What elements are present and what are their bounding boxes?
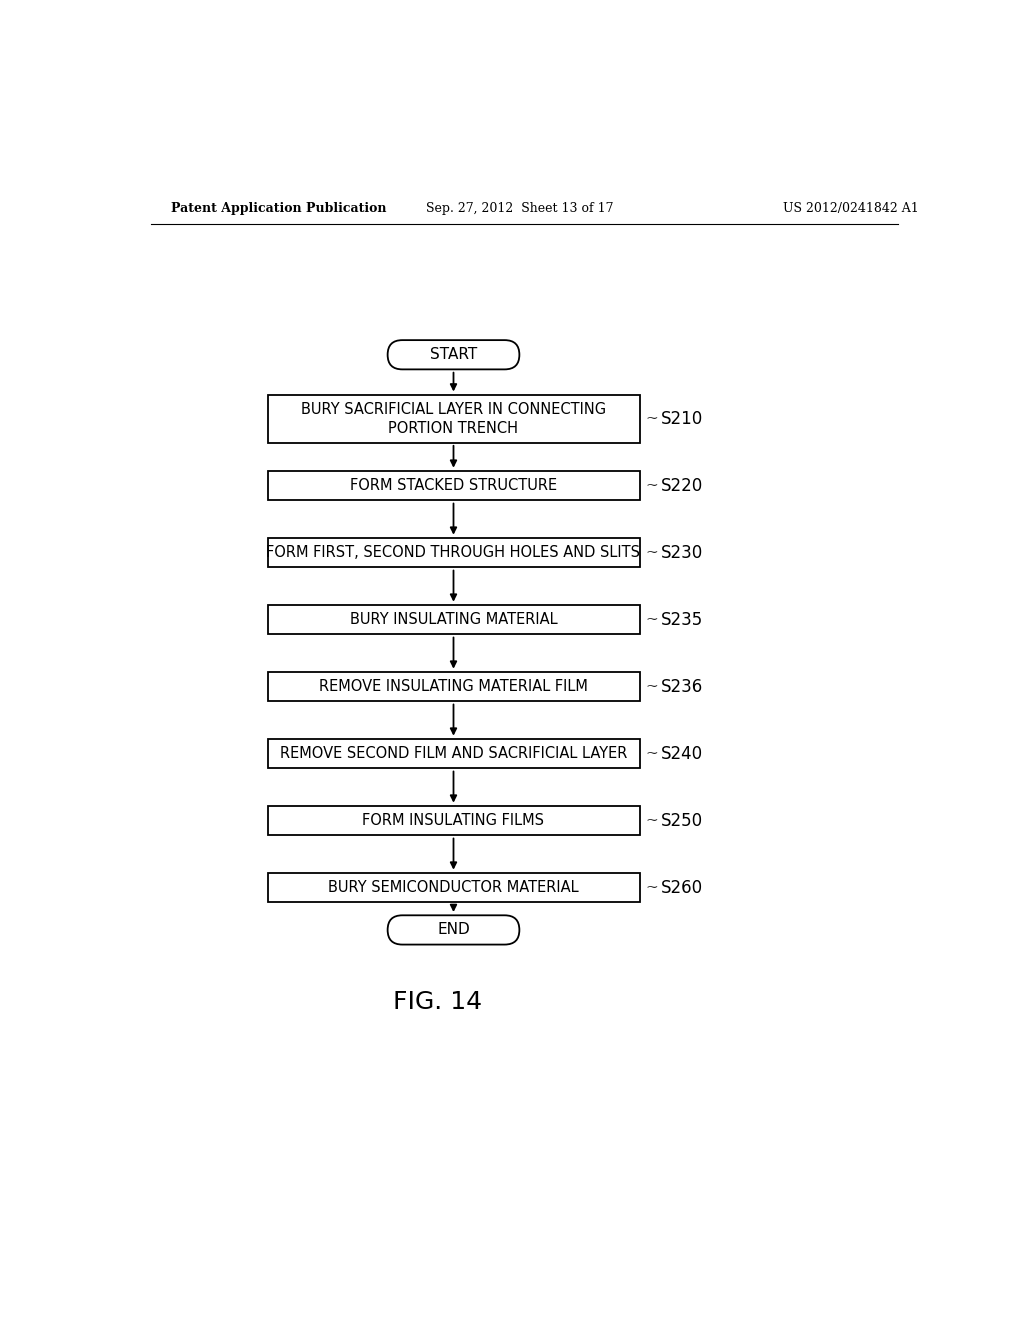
Text: FORM INSULATING FILMS: FORM INSULATING FILMS	[362, 813, 545, 828]
Text: FORM FIRST, SECOND THROUGH HOLES AND SLITS: FORM FIRST, SECOND THROUGH HOLES AND SLI…	[266, 545, 640, 560]
Bar	[267, 605, 640, 635]
Text: FORM STACKED STRUCTURE: FORM STACKED STRUCTURE	[350, 478, 557, 494]
Text: Patent Application Publication: Patent Application Publication	[171, 202, 386, 215]
Text: ~: ~	[646, 612, 658, 627]
Text: START: START	[430, 347, 477, 362]
Text: BURY SACRIFICIAL LAYER IN CONNECTING
PORTION TRENCH: BURY SACRIFICIAL LAYER IN CONNECTING POR…	[301, 401, 606, 436]
Bar	[267, 539, 640, 568]
Text: ~: ~	[646, 545, 658, 560]
Text: FIG. 14: FIG. 14	[393, 990, 482, 1014]
FancyBboxPatch shape	[388, 341, 519, 370]
Bar	[267, 471, 640, 500]
FancyBboxPatch shape	[388, 915, 519, 945]
Bar	[267, 807, 640, 836]
Text: ~: ~	[646, 412, 658, 425]
Text: S236: S236	[662, 677, 703, 696]
Text: Sep. 27, 2012  Sheet 13 of 17: Sep. 27, 2012 Sheet 13 of 17	[426, 202, 613, 215]
Text: S230: S230	[662, 544, 703, 561]
Text: US 2012/0241842 A1: US 2012/0241842 A1	[783, 202, 919, 215]
Text: S220: S220	[662, 477, 703, 495]
Text: REMOVE SECOND FILM AND SACRIFICIAL LAYER: REMOVE SECOND FILM AND SACRIFICIAL LAYER	[280, 746, 627, 762]
Text: ~: ~	[646, 747, 658, 760]
Text: S210: S210	[662, 409, 703, 428]
Text: BURY INSULATING MATERIAL: BURY INSULATING MATERIAL	[349, 612, 557, 627]
Text: ~: ~	[646, 479, 658, 492]
Text: ~: ~	[646, 813, 658, 828]
Text: S240: S240	[662, 744, 703, 763]
Bar	[267, 739, 640, 768]
Text: S235: S235	[662, 611, 703, 628]
Text: END: END	[437, 923, 470, 937]
Bar	[267, 672, 640, 701]
Text: BURY SEMICONDUCTOR MATERIAL: BURY SEMICONDUCTOR MATERIAL	[328, 880, 579, 895]
Bar	[267, 873, 640, 903]
Text: S260: S260	[662, 879, 703, 896]
Text: ~: ~	[646, 680, 658, 693]
Text: S250: S250	[662, 812, 703, 829]
Bar	[267, 395, 640, 442]
Text: ~: ~	[646, 880, 658, 895]
Text: REMOVE INSULATING MATERIAL FILM: REMOVE INSULATING MATERIAL FILM	[319, 678, 588, 694]
